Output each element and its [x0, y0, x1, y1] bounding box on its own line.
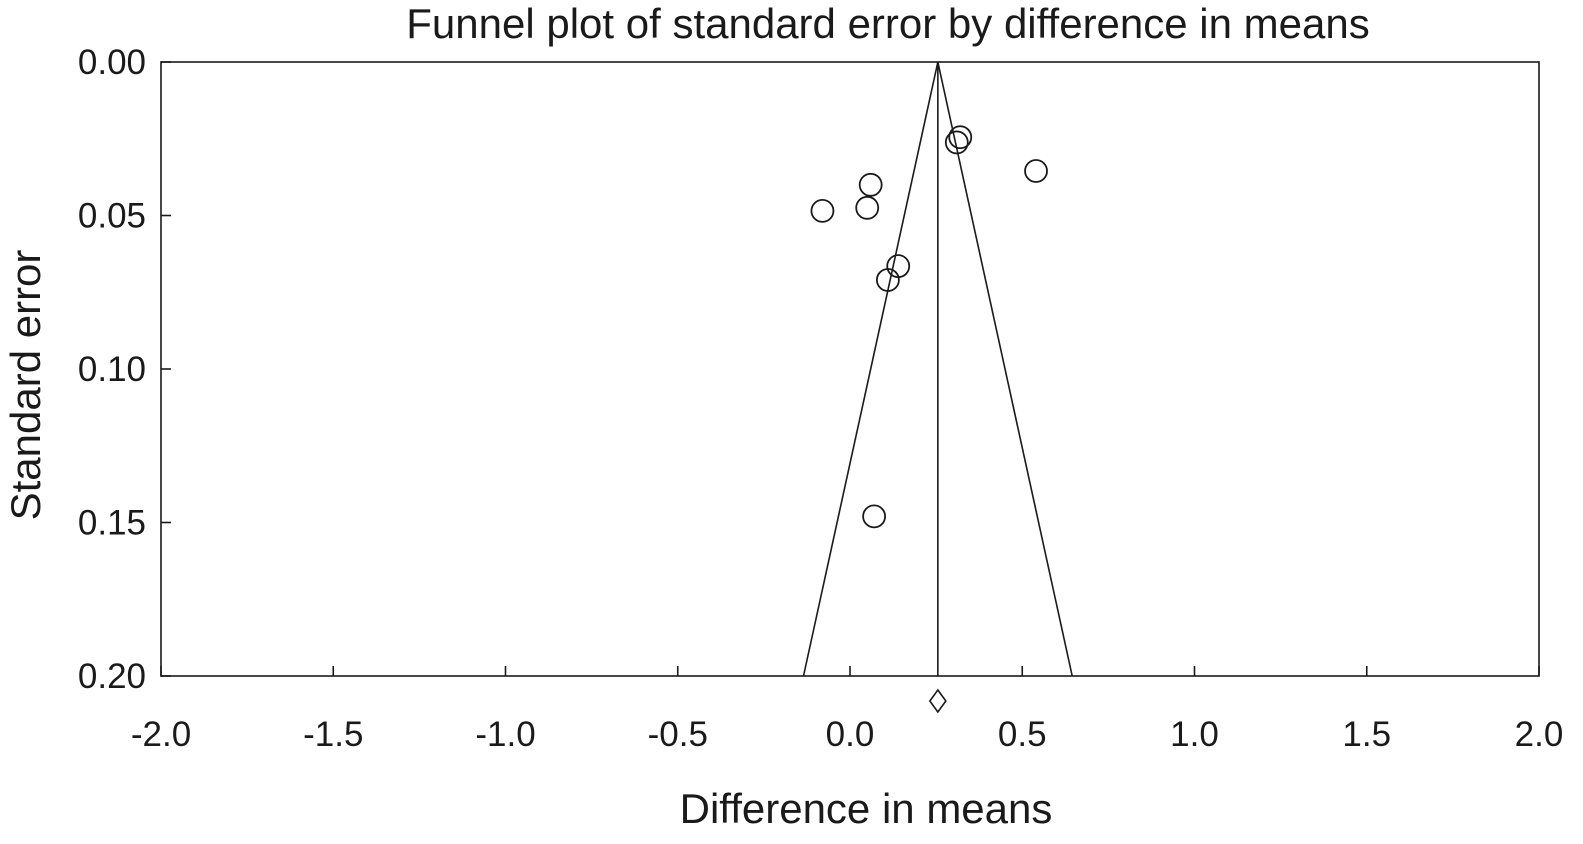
study-points	[810, 125, 1048, 529]
x-tick-label: 0.0	[826, 715, 875, 754]
funnel-lines	[802, 61, 1073, 677]
x-tick-label: -1.5	[303, 715, 363, 754]
y-axis-label: Standard error	[2, 250, 49, 521]
study-point	[886, 254, 911, 279]
study-point	[862, 504, 887, 529]
funnel-left-line	[802, 61, 939, 677]
axis-ticks: -2.0 -1.5 -1.0 -0.5 0.0 0.5 1.0 1.5 2.0 0.00 0.05 0…	[78, 43, 1563, 754]
y-tick-label: 0.05	[78, 197, 146, 236]
x-axis-label: Difference in means	[680, 785, 1053, 832]
y-tick-label: 0.20	[78, 657, 146, 696]
study-point	[858, 172, 883, 197]
y-tick-label: 0.10	[78, 350, 146, 389]
x-tick-label: 1.5	[1342, 715, 1391, 754]
y-tick-label: 0.00	[78, 43, 146, 82]
x-tick-label: -2.0	[131, 715, 191, 754]
study-point	[875, 268, 900, 292]
x-tick-label: 2.0	[1515, 715, 1564, 754]
chart-title: Funnel plot of standard error by differe…	[406, 0, 1369, 47]
x-tick-label: -1.0	[475, 715, 535, 754]
plot-frame	[160, 61, 1540, 677]
funnel-right-line	[937, 61, 1073, 677]
summary-diamond	[928, 688, 947, 714]
summary-estimate	[928, 688, 947, 714]
x-tick-label: -0.5	[648, 715, 708, 754]
x-tick-label: 0.5	[998, 715, 1047, 754]
study-point	[944, 130, 969, 155]
study-point	[855, 195, 880, 220]
y-tick-label: 0.15	[78, 504, 146, 543]
study-point	[1024, 159, 1048, 183]
x-tick-label: 1.0	[1170, 715, 1219, 754]
study-point	[948, 125, 973, 150]
study-point	[810, 198, 835, 223]
